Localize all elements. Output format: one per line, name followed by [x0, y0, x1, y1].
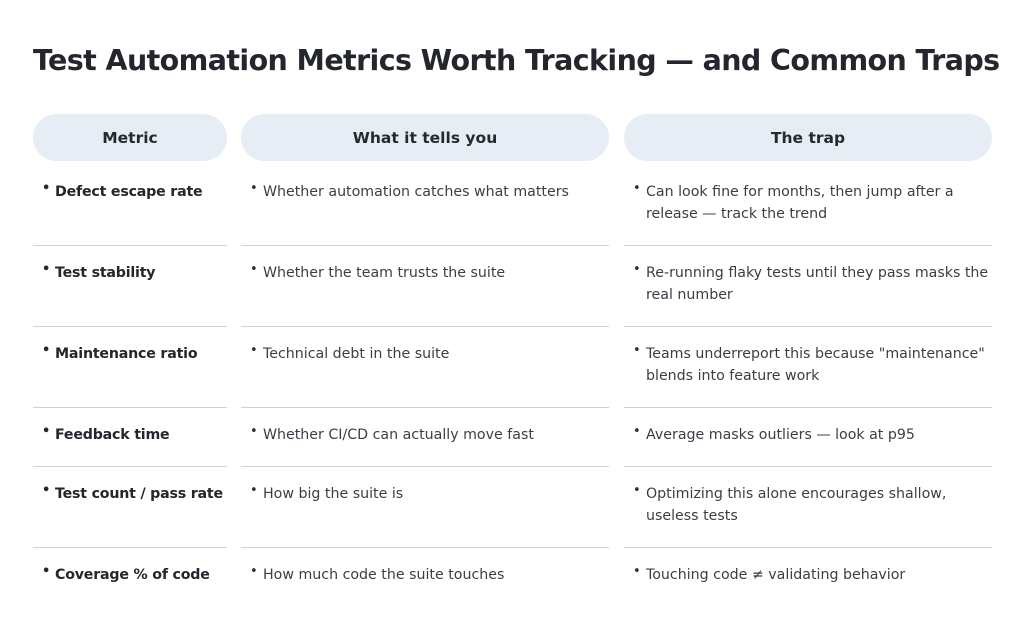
- bullet-icon: •: [250, 564, 258, 579]
- bullet-icon: •: [42, 424, 51, 439]
- bullet-icon: •: [633, 424, 641, 439]
- bullet-icon: •: [42, 181, 51, 196]
- bullet-icon: •: [633, 262, 641, 277]
- trap-text: Teams underreport this because "maintena…: [646, 346, 985, 384]
- table-cell-trap: • Re-running flaky tests until they pass…: [624, 246, 992, 327]
- tells-text: How big the suite is: [263, 486, 404, 502]
- trap-column: The trap • Can look fine for months, the…: [624, 114, 992, 607]
- table-cell-trap: • Touching code ≠ validating behavior: [624, 548, 992, 607]
- table-cell-metric: • Defect escape rate: [33, 165, 227, 246]
- tells-text: How much code the suite touches: [263, 567, 505, 583]
- table-cell-metric: • Test count / pass rate: [33, 467, 227, 548]
- bullet-icon: •: [250, 343, 258, 358]
- page-title: Test Automation Metrics Worth Tracking —…: [33, 44, 1000, 77]
- bullet-icon: •: [42, 564, 51, 579]
- table-cell-metric: • Coverage % of code: [33, 548, 227, 607]
- tells-text: Whether CI/CD can actually move fast: [263, 427, 534, 443]
- tells-column: What it tells you • Whether automation c…: [241, 114, 609, 607]
- bullet-icon: •: [42, 343, 51, 358]
- metric-label: Defect escape rate: [55, 184, 203, 200]
- metric-label: Test stability: [55, 265, 156, 281]
- table-cell-trap: • Teams underreport this because "mainte…: [624, 327, 992, 408]
- table-cell-tells: • Whether automation catches what matter…: [241, 165, 609, 246]
- table-cell-trap: • Optimizing this alone encourages shall…: [624, 467, 992, 548]
- trap-text: Can look fine for months, then jump afte…: [646, 184, 954, 222]
- table-cell-tells: • Whether CI/CD can actually move fast: [241, 408, 609, 467]
- tells-text: Technical debt in the suite: [263, 346, 450, 362]
- trap-column-header: The trap: [624, 114, 992, 161]
- bullet-icon: •: [250, 181, 258, 196]
- table-cell-trap: • Can look fine for months, then jump af…: [624, 165, 992, 246]
- tells-text: Whether the team trusts the suite: [263, 265, 506, 281]
- bullet-icon: •: [250, 483, 258, 498]
- tells-column-header: What it tells you: [241, 114, 609, 161]
- trap-text: Re-running flaky tests until they pass m…: [646, 265, 989, 303]
- bullet-icon: •: [250, 424, 258, 439]
- bullet-icon: •: [633, 181, 641, 196]
- table-cell-tells: • How big the suite is: [241, 467, 609, 548]
- bullet-icon: •: [42, 483, 51, 498]
- table-cell-trap: • Average masks outliers — look at p95: [624, 408, 992, 467]
- table-cell-tells: • How much code the suite touches: [241, 548, 609, 607]
- bullet-icon: •: [250, 262, 258, 277]
- bullet-icon: •: [42, 262, 51, 277]
- bullet-icon: •: [633, 483, 641, 498]
- bullet-icon: •: [633, 343, 641, 358]
- trap-text: Optimizing this alone encourages shallow…: [646, 486, 947, 524]
- metric-label: Coverage % of code: [55, 567, 210, 583]
- tells-text: Whether automation catches what matters: [263, 184, 569, 200]
- bullet-icon: •: [633, 564, 641, 579]
- metric-label: Feedback time: [55, 427, 170, 443]
- table-cell-metric: • Feedback time: [33, 408, 227, 467]
- trap-text: Touching code ≠ validating behavior: [646, 567, 906, 583]
- metric-label: Maintenance ratio: [55, 346, 198, 362]
- table-cell-metric: • Maintenance ratio: [33, 327, 227, 408]
- metric-column-header: Metric: [33, 114, 227, 161]
- table-cell-tells: • Whether the team trusts the suite: [241, 246, 609, 327]
- metric-label: Test count / pass rate: [55, 486, 223, 502]
- metric-column: Metric • Defect escape rate • Test stabi…: [33, 114, 227, 607]
- table-cell-metric: • Test stability: [33, 246, 227, 327]
- trap-text: Average masks outliers — look at p95: [646, 427, 915, 443]
- table-cell-tells: • Technical debt in the suite: [241, 327, 609, 408]
